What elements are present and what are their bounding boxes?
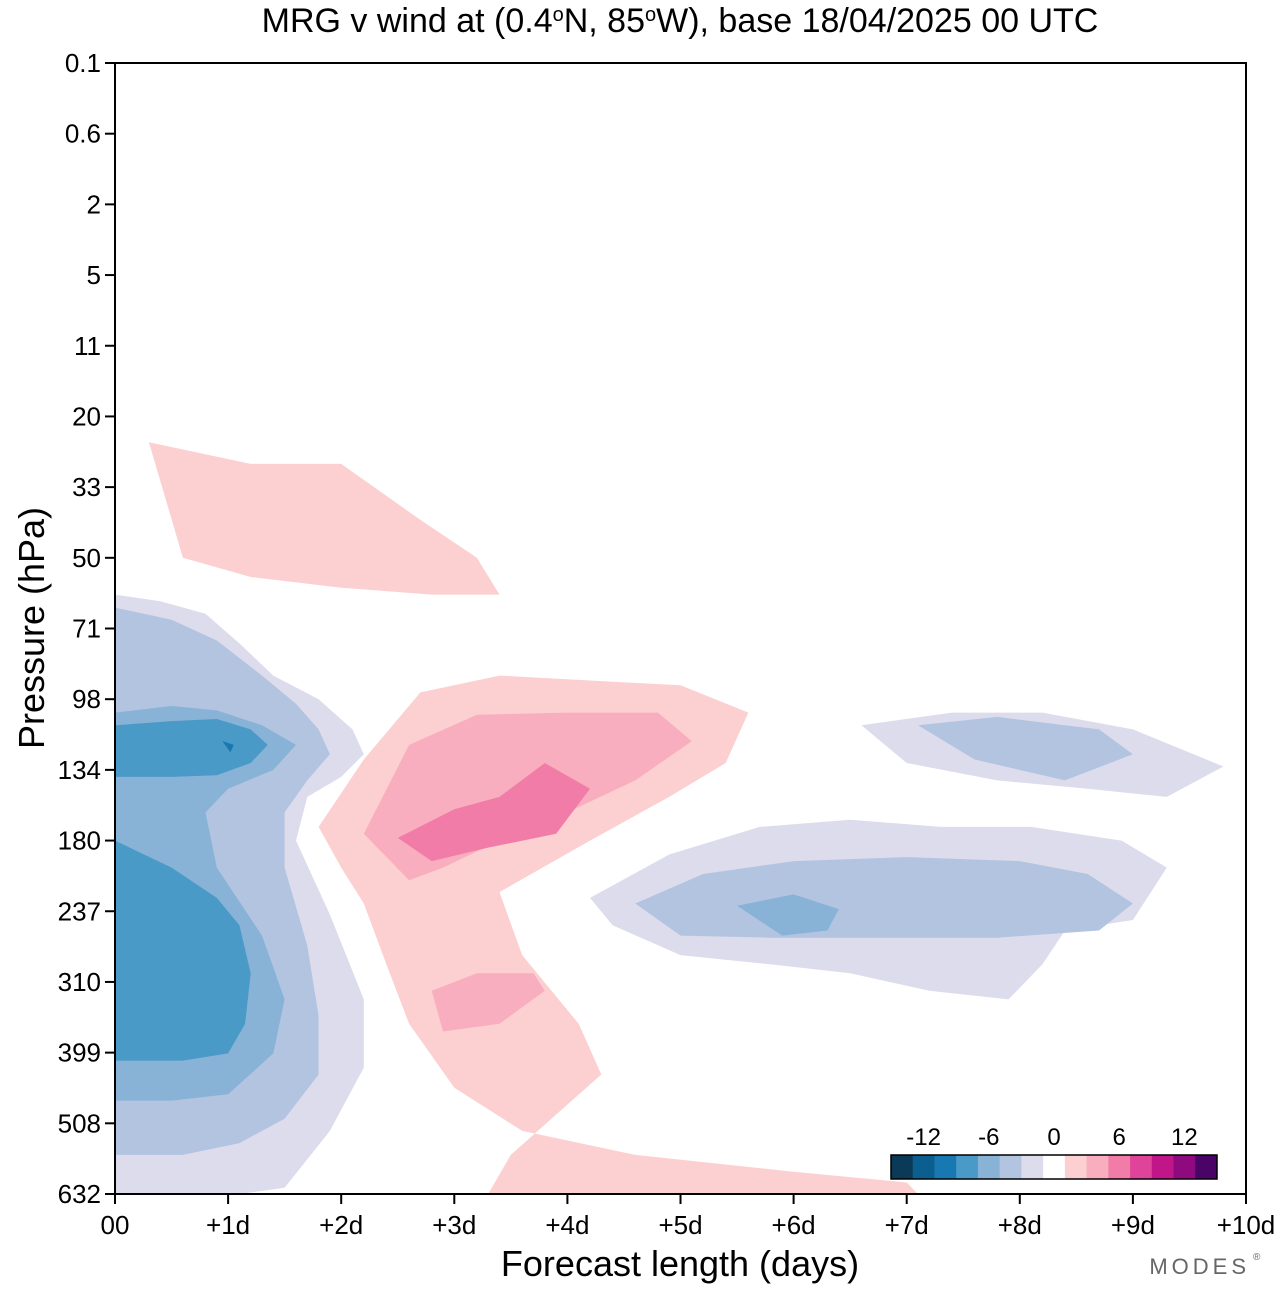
legend-label: 6 (1113, 1124, 1126, 1151)
legend-swatch (1151, 1155, 1175, 1179)
title-degree-1: o (553, 4, 564, 26)
legend-swatch (891, 1155, 914, 1179)
legend-swatch (1173, 1155, 1196, 1179)
title-mid: N, 85 (564, 2, 645, 40)
x-axis-ticks: 00 +1d +2d +3d +4d +5d +6d +7d +8d +9d +10d (101, 1194, 1276, 1240)
y-tick-label: 134 (58, 755, 101, 785)
x-tick-label: +5d (658, 1210, 702, 1240)
x-tick-label: +8d (998, 1210, 1042, 1240)
y-tick-label: 237 (58, 896, 101, 926)
y-tick-label: 0.6 (65, 119, 101, 149)
x-tick-label: +4d (545, 1210, 589, 1240)
legend-swatch (1086, 1155, 1109, 1179)
legend-swatch (934, 1155, 957, 1179)
y-tick-label: 0.1 (65, 48, 101, 78)
x-tick-label: +6d (772, 1210, 816, 1240)
y-tick-label: 2 (87, 189, 101, 219)
x-tick-label: 00 (101, 1210, 130, 1240)
y-tick-label: 5 (87, 260, 101, 290)
y-tick-label: 632 (58, 1179, 101, 1209)
y-tick-label: 33 (72, 472, 101, 502)
legend-label: -12 (906, 1124, 941, 1151)
legend-swatch (1108, 1155, 1131, 1179)
contour-region-15 (148, 442, 500, 595)
x-axis-label: Forecast length (days) (501, 1243, 859, 1284)
x-tick-label: +1d (206, 1210, 250, 1240)
modes-logo: MODES (1149, 1254, 1250, 1279)
contour-region-5 (222, 741, 234, 753)
y-tick-label: 399 (58, 1038, 101, 1068)
x-tick-label: +10d (1217, 1210, 1276, 1240)
legend-swatch (1064, 1155, 1088, 1179)
legend-swatch (956, 1155, 979, 1179)
y-tick-label: 11 (74, 331, 101, 361)
legend-bar-frame (890, 1154, 1218, 1180)
legend-label: 12 (1171, 1124, 1198, 1151)
contour-fields (115, 442, 1224, 1194)
title-tail: W), base 18/04/2025 00 UTC (656, 2, 1098, 40)
title-degree-2: o (645, 4, 656, 26)
legend: -12 -6 0 6 12 (890, 1124, 1218, 1180)
contour-region-14 (431, 973, 545, 1032)
legend-swatch (1021, 1155, 1044, 1179)
x-tick-label: +9d (1111, 1210, 1155, 1240)
contour-region-8 (737, 894, 839, 936)
legend-swatch (1130, 1155, 1153, 1179)
legend-swatch (999, 1155, 1022, 1179)
y-tick-label: 50 (72, 543, 101, 573)
legend-swatch (1043, 1155, 1066, 1179)
y-tick-label: 20 (72, 401, 101, 431)
legend-label: 0 (1047, 1124, 1060, 1151)
chart-title: MRG v wind at (0.4oN, 85oW), base 18/04/… (262, 2, 1099, 40)
contour-region-3 (115, 719, 268, 777)
contour-region-10 (918, 716, 1133, 781)
y-tick-label: 71 (72, 614, 101, 644)
legend-swatch (912, 1155, 935, 1179)
x-tick-label: +3d (432, 1210, 476, 1240)
y-axis-label: Pressure (hPa) (11, 507, 52, 749)
legend-label: -6 (978, 1124, 999, 1151)
x-tick-label: +2d (319, 1210, 363, 1240)
contour-region-4 (115, 840, 251, 1061)
legend-swatch (977, 1155, 1001, 1179)
contour-region-13 (397, 763, 590, 862)
legend-swatch (1195, 1155, 1218, 1179)
y-tick-label: 98 (72, 684, 101, 714)
y-tick-label: 508 (58, 1108, 101, 1138)
y-tick-label: 180 (58, 826, 101, 856)
modes-logo-registered-mark: ® (1253, 1252, 1261, 1263)
title-main: MRG v wind at (0.4 (262, 2, 553, 40)
y-axis-ticks: 0.1 0.6 2 5 11 20 33 50 71 98 134 180 237 310 399 508 63… (58, 48, 115, 1209)
x-tick-label: +7d (885, 1210, 929, 1240)
y-tick-label: 310 (58, 967, 101, 997)
